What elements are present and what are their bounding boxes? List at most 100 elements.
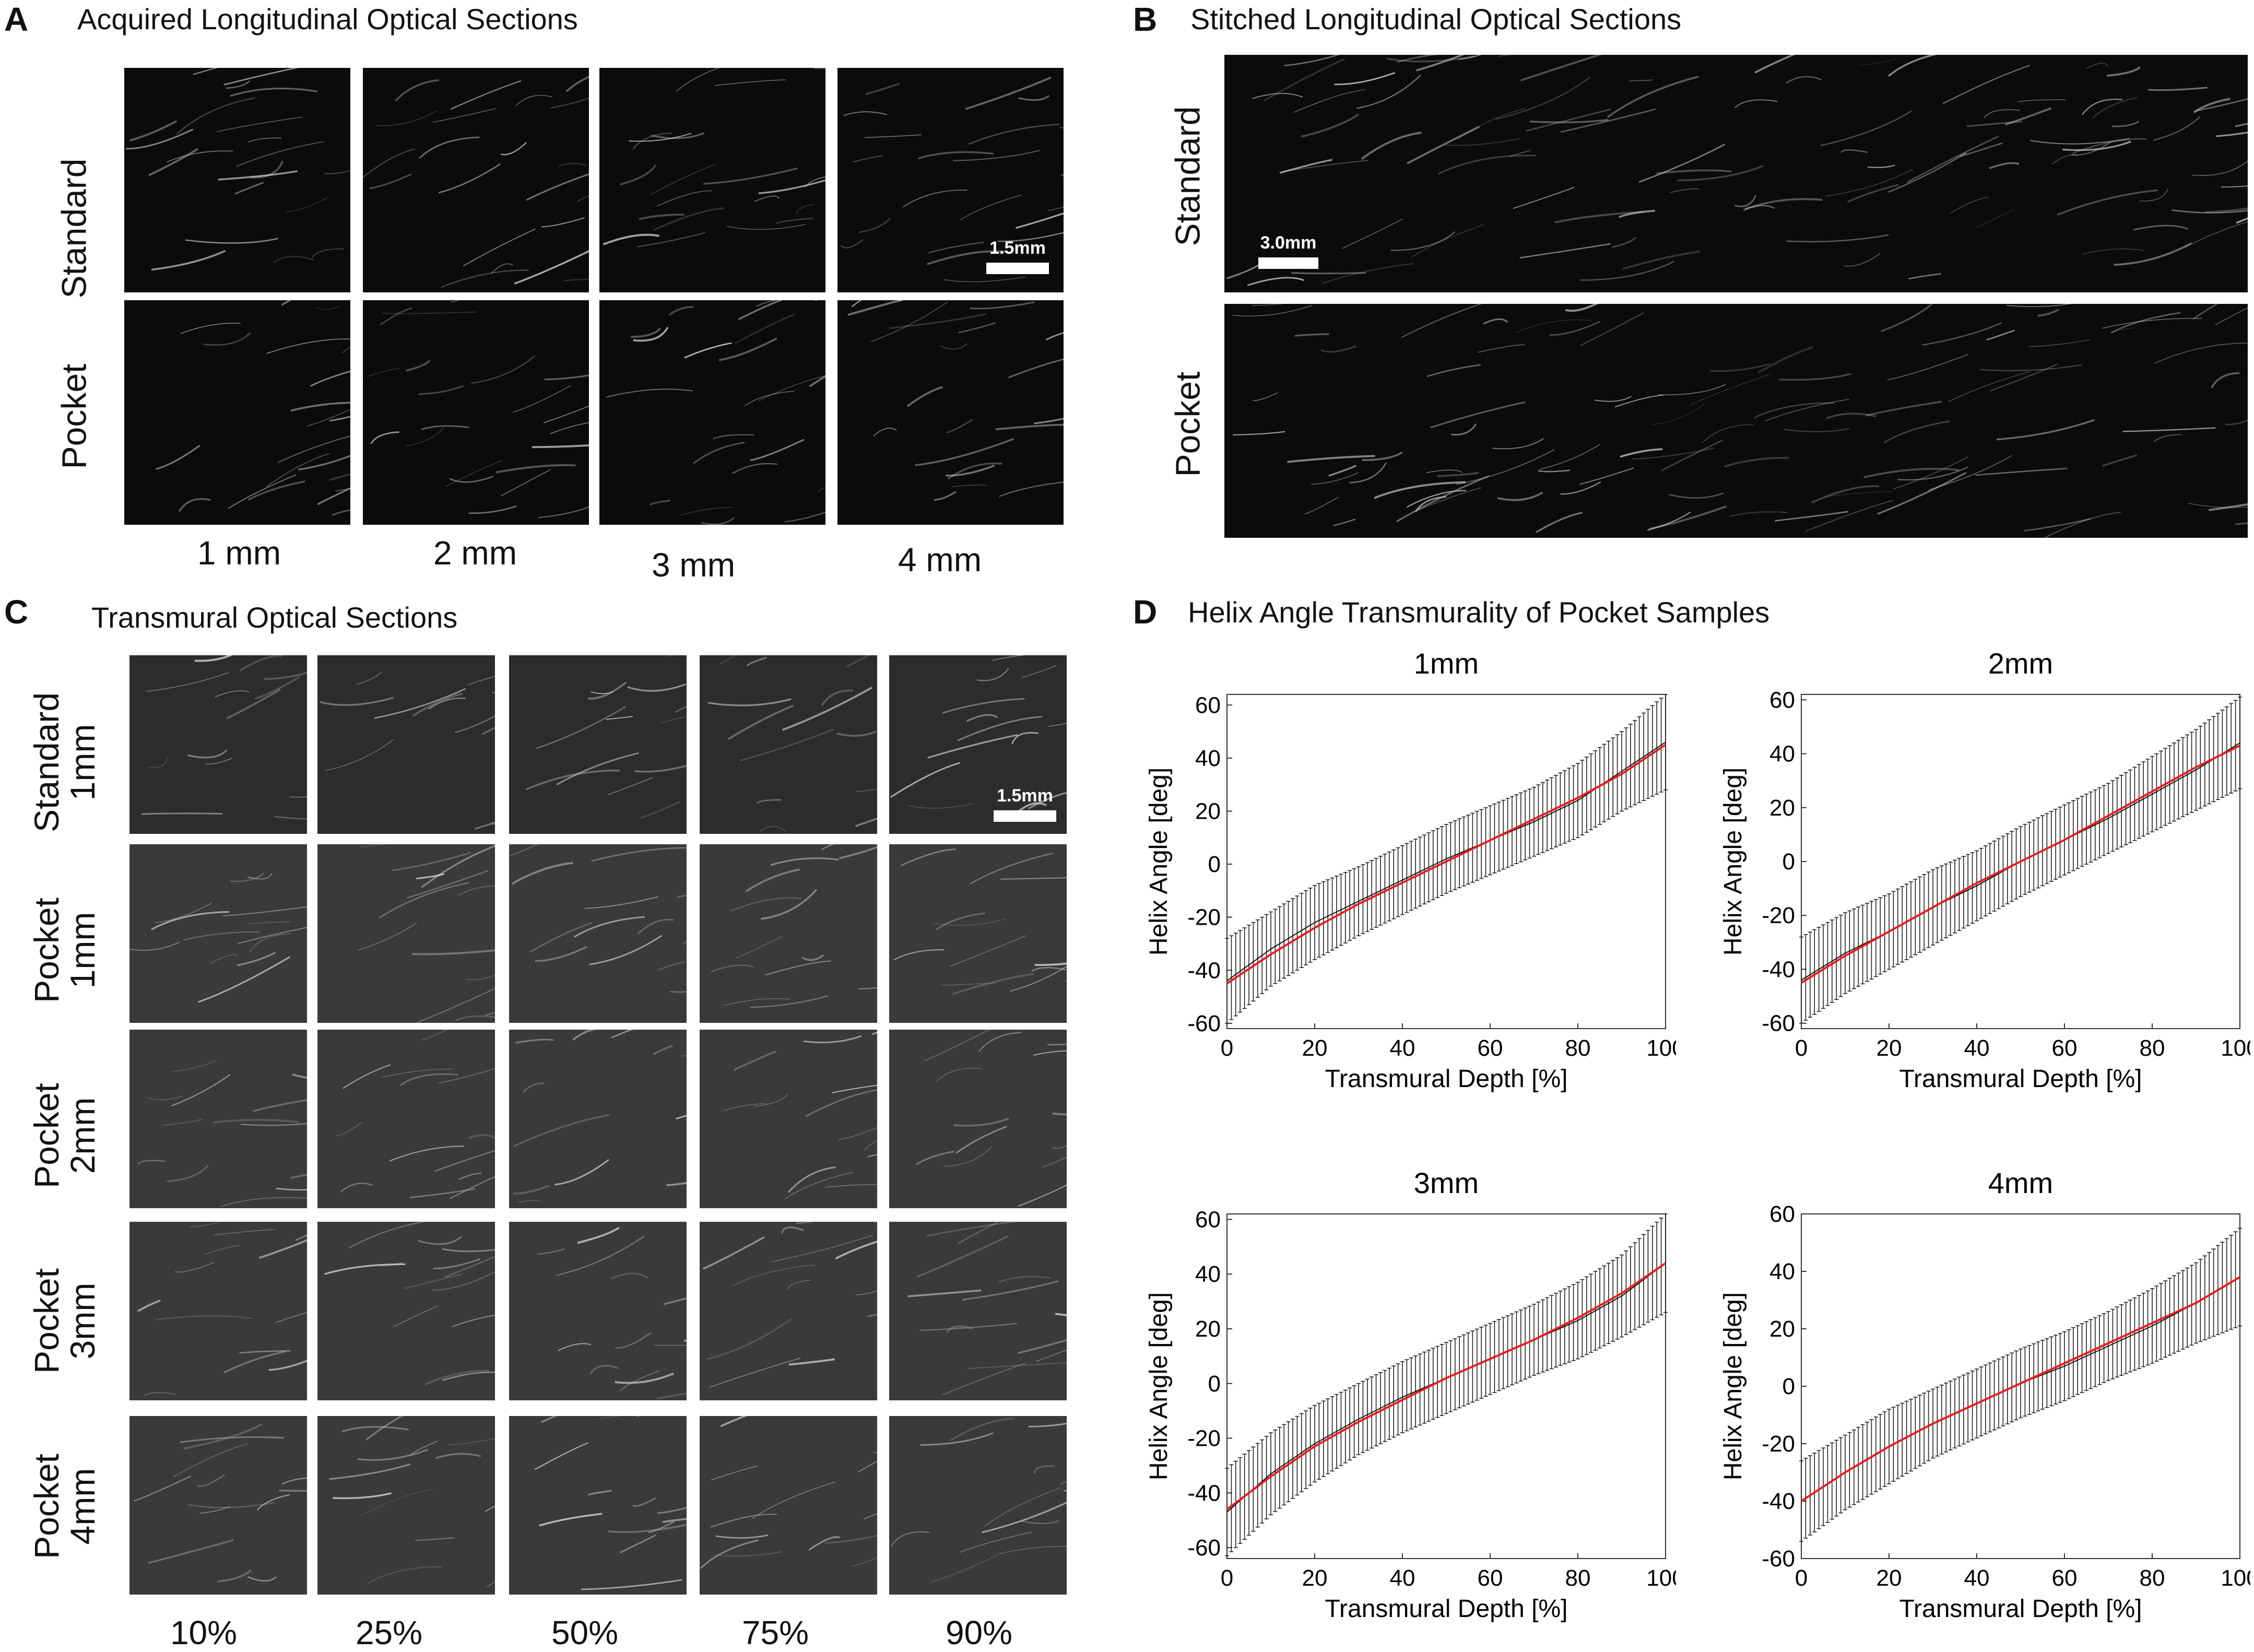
x-tick-label: 40 bbox=[1390, 1565, 1415, 1591]
stitched-pocket-image bbox=[1224, 304, 2248, 538]
micrograph-c-r5-c2 bbox=[317, 1416, 495, 1595]
scale-bar-b: 3.0mm bbox=[1258, 233, 1318, 269]
micrograph-c-r3-c2 bbox=[317, 1030, 495, 1208]
fiber-texture bbox=[890, 655, 1067, 813]
panel-a-col-3mm: 3 mm bbox=[652, 546, 735, 584]
panel-c-col-75: 75% bbox=[741, 1614, 809, 1651]
panel-c-col-90: 90% bbox=[945, 1614, 1013, 1651]
y-tick-label: 0 bbox=[1208, 852, 1221, 877]
fiber-texture bbox=[125, 68, 350, 271]
scale-bar-a: 1.5mm bbox=[986, 238, 1049, 274]
fiber-texture bbox=[840, 76, 1064, 282]
panel-c-row-1-line2: 1mm bbox=[63, 724, 102, 801]
micrograph-c-r5-c5 bbox=[889, 1416, 1067, 1595]
fiber-texture bbox=[916, 1030, 1067, 1207]
y-tick-label: -40 bbox=[1762, 1489, 1795, 1514]
micrograph-c-r4-c1 bbox=[129, 1222, 307, 1400]
chart-title: 1mm bbox=[1414, 647, 1479, 680]
fiber-texture bbox=[324, 1222, 495, 1386]
fiber-texture bbox=[329, 1416, 495, 1587]
y-tick-label: 20 bbox=[1195, 1316, 1221, 1342]
scale-bar-b-line bbox=[1258, 257, 1318, 269]
fiber-texture bbox=[700, 1416, 877, 1569]
x-axis-label: Transmural Depth [%] bbox=[1325, 1065, 1567, 1093]
fiber-texture bbox=[603, 68, 825, 247]
panel-a-col-1mm: 1 mm bbox=[197, 534, 281, 572]
panel-a-title: Acquired Longitudinal Optical Sections bbox=[77, 3, 578, 36]
micrograph-c-r1-c2 bbox=[317, 655, 495, 834]
fiber-texture bbox=[526, 655, 687, 819]
micrograph-c-r3-c5 bbox=[889, 1030, 1067, 1208]
fiber-texture bbox=[538, 1226, 687, 1400]
micrograph-c-r1-c3 bbox=[509, 655, 687, 834]
panel-a-col-2mm: 2 mm bbox=[433, 534, 517, 572]
panel-c-row-label-4: Pocket 3mm bbox=[27, 1243, 107, 1399]
fiber-texture bbox=[723, 1031, 877, 1199]
micrograph-c-r4-c5 bbox=[889, 1222, 1067, 1400]
panel-d-letter: D bbox=[1133, 593, 1158, 631]
scale-bar-c: 1.5mm bbox=[994, 786, 1056, 822]
x-tick-label: 80 bbox=[2140, 1565, 2165, 1591]
fit-line bbox=[1226, 744, 1667, 985]
micrograph-a-standard-2mm bbox=[363, 68, 589, 292]
micrograph-c-r3-c4 bbox=[700, 1030, 877, 1208]
panel-c-row-5-line2: 4mm bbox=[63, 1468, 102, 1545]
micrograph-a-pocket-2mm bbox=[363, 300, 589, 525]
fiber-texture bbox=[319, 671, 495, 830]
y-axis-label: Helix Angle [deg] bbox=[1719, 768, 1747, 955]
panel-c-row-2-line1: Pocket bbox=[27, 898, 66, 1003]
y-tick-label: 60 bbox=[1195, 1207, 1221, 1232]
helix-chart-3mm: 3mm 0 20 40 60 80 100 -60 -40 -20 0 20 40 60 Transmura… bbox=[1145, 1166, 1676, 1623]
x-tick-label: 100 bbox=[2221, 1035, 2250, 1061]
fiber-texture bbox=[141, 655, 307, 820]
panel-c-letter: C bbox=[4, 593, 29, 631]
x-axis-label: Transmural Depth [%] bbox=[1325, 1595, 1567, 1623]
scale-bar-a-label: 1.5mm bbox=[989, 238, 1046, 258]
x-tick-label: 40 bbox=[1964, 1565, 1990, 1591]
y-tick-label: 0 bbox=[1783, 849, 1795, 875]
y-tick-label: -40 bbox=[1187, 958, 1221, 983]
x-tick-label: 0 bbox=[1795, 1565, 1808, 1591]
fiber-texture bbox=[156, 300, 350, 516]
fiber-texture bbox=[133, 1423, 307, 1583]
fiber-texture bbox=[606, 300, 825, 525]
panel-c-row-1-line1: Standard bbox=[27, 692, 66, 832]
micrograph-c-r5-c3 bbox=[509, 1416, 687, 1595]
x-tick-label: 60 bbox=[2052, 1565, 2078, 1591]
y-tick-label: -60 bbox=[1187, 1535, 1221, 1561]
x-tick-label: 40 bbox=[1390, 1035, 1415, 1061]
fiber-texture bbox=[513, 1030, 687, 1203]
micrograph-c-r4-c2 bbox=[317, 1222, 495, 1400]
scale-bar-c-line bbox=[994, 810, 1056, 822]
panel-d-title: Helix Angle Transmurality of Pocket Samp… bbox=[1188, 596, 1770, 629]
panel-c-row-label-3: Pocket 2mm bbox=[27, 1057, 107, 1214]
panel-c-row-label-5: Pocket 4mm bbox=[27, 1428, 107, 1585]
fiber-texture bbox=[357, 844, 495, 1023]
chart-title: 2mm bbox=[1988, 647, 2053, 680]
panel-b-letter: B bbox=[1133, 1, 1158, 38]
y-tick-label: 20 bbox=[1195, 798, 1221, 824]
micrograph-c-r2-c5 bbox=[889, 844, 1067, 1023]
y-tick-label: 0 bbox=[1783, 1374, 1795, 1399]
micrograph-c-r2-c4 bbox=[700, 844, 877, 1023]
fiber-texture bbox=[367, 300, 589, 518]
x-tick-label: 20 bbox=[1302, 1035, 1328, 1061]
x-tick-label: 60 bbox=[2052, 1035, 2078, 1061]
y-tick-label: 40 bbox=[1769, 1259, 1795, 1284]
fiber-texture bbox=[363, 76, 589, 288]
stitched-standard-image: 3.0mm bbox=[1224, 55, 2248, 292]
fiber-texture bbox=[702, 1222, 877, 1388]
chart-title: 3mm bbox=[1414, 1166, 1479, 1199]
x-tick-label: 80 bbox=[2140, 1035, 2165, 1061]
x-tick-label: 20 bbox=[1877, 1035, 1902, 1061]
panel-c-row-4-line1: Pocket bbox=[27, 1268, 66, 1374]
panel-c-row-4-line2: 3mm bbox=[63, 1282, 102, 1360]
x-tick-label: 100 bbox=[1646, 1035, 1676, 1061]
x-tick-label: 80 bbox=[1565, 1035, 1591, 1061]
scale-bar-c-label: 1.5mm bbox=[997, 786, 1053, 806]
panel-b-title: Stitched Longitudinal Optical Sections bbox=[1190, 3, 1682, 36]
y-tick-label: 60 bbox=[1769, 687, 1795, 713]
x-tick-label: 100 bbox=[1646, 1565, 1676, 1591]
x-tick-label: 60 bbox=[1478, 1565, 1503, 1591]
fit-line bbox=[1226, 1262, 1667, 1511]
